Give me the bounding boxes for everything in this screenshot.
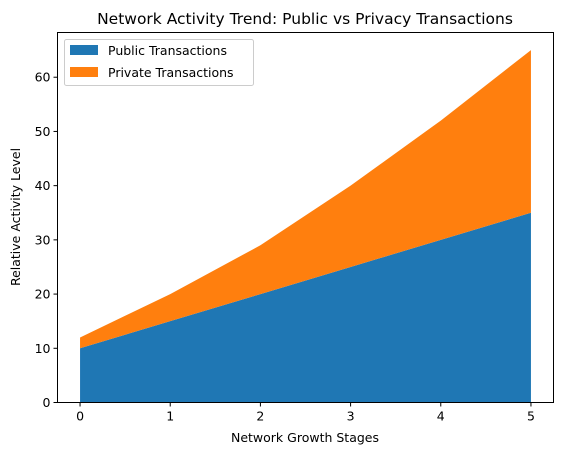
area-series-group [80, 50, 531, 403]
y-axis-label: Relative Activity Level [8, 148, 23, 286]
x-axis-ticks: 0 1 2 3 4 5 [76, 402, 535, 424]
x-tick-label: 2 [256, 409, 264, 424]
x-tick-label: 1 [166, 409, 174, 424]
legend-label-private: Private Transactions [108, 65, 234, 80]
y-tick-label: 60 [35, 70, 51, 85]
x-tick-label: 3 [347, 409, 355, 424]
x-tick-label: 5 [527, 409, 535, 424]
x-tick-label: 0 [76, 409, 84, 424]
x-axis-label: Network Growth Stages [231, 430, 379, 445]
y-axis-ticks: 0 10 20 30 40 50 60 [35, 70, 58, 410]
chart-title: Network Activity Trend: Public vs Privac… [97, 10, 513, 28]
legend-label-public: Public Transactions [108, 43, 227, 58]
y-tick-label: 20 [35, 287, 51, 302]
legend-swatch-private [70, 67, 98, 77]
legend: Public Transactions Private Transactions [64, 39, 254, 86]
legend-frame [64, 39, 254, 86]
area-public-transactions [80, 212, 531, 403]
y-tick-label: 40 [35, 178, 51, 193]
plot-frame [57, 32, 554, 403]
area-private-transactions [80, 50, 531, 349]
y-tick-label: 10 [35, 341, 51, 356]
y-tick-label: 0 [43, 395, 51, 410]
y-tick-label: 30 [35, 232, 51, 247]
legend-swatch-public [70, 45, 98, 55]
x-tick-label: 4 [437, 409, 445, 424]
y-tick-label: 50 [35, 124, 51, 139]
